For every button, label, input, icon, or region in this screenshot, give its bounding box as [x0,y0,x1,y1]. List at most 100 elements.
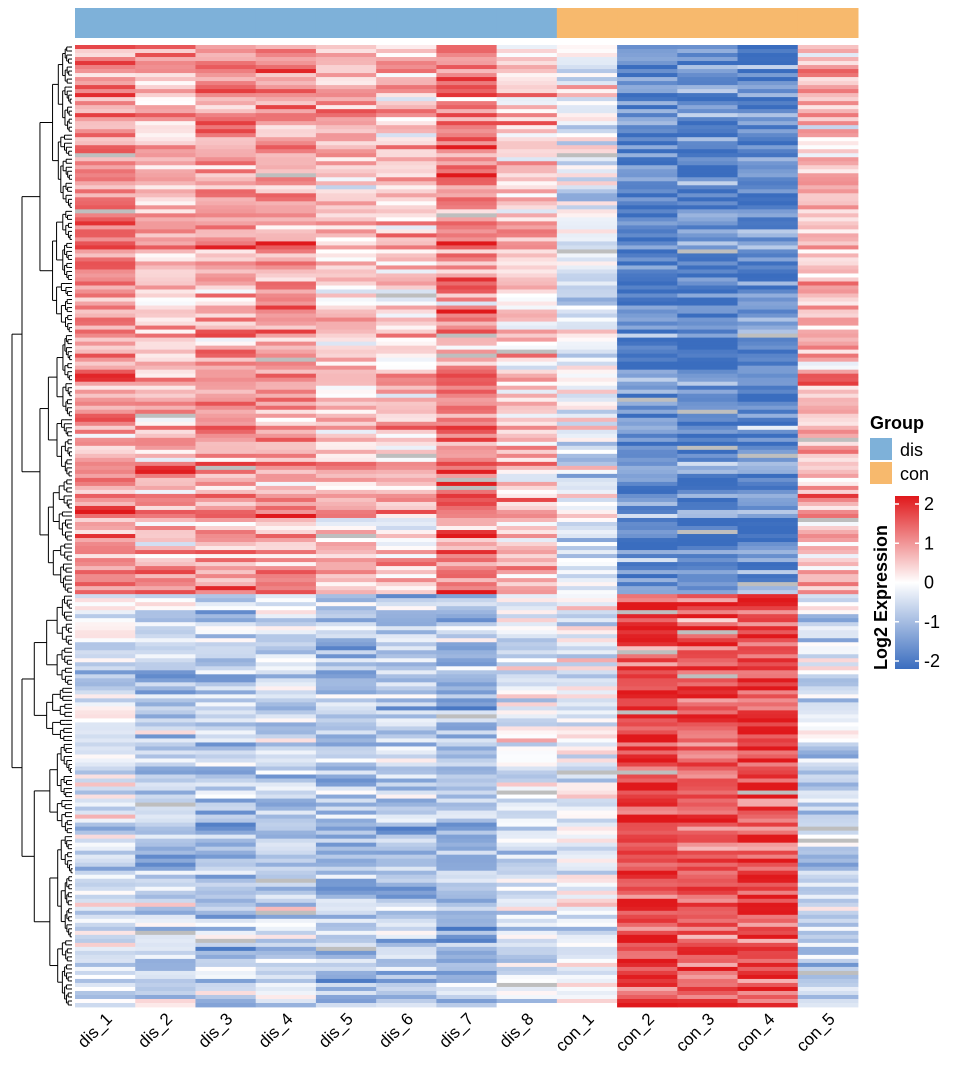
heatmap-cell [436,734,498,739]
heatmap-cell [376,481,437,487]
heatmap-cell [315,297,377,302]
heatmap-cell [376,602,437,607]
group-bar-con_2 [617,8,678,38]
heatmap-cell [496,337,558,343]
heatmap-cell [135,241,196,246]
heatmap-cell [737,562,799,567]
heatmap-cell [556,313,618,318]
heatmap-cell [255,874,317,880]
heatmap-cell [737,113,799,118]
heatmap-cell [556,397,618,403]
heatmap-cell [195,61,257,66]
heatmap-cell [436,718,498,723]
heatmap-cell [315,810,377,815]
heatmap-cell [195,610,257,615]
heatmap-cell [195,706,257,711]
heatmap-cell [737,550,799,555]
heatmap-cell [75,978,136,984]
heatmap-cell [376,586,437,591]
heatmap-cell [75,834,136,840]
heatmap-cell [255,313,317,318]
heatmap-cell [135,646,196,651]
heatmap-cell [135,237,196,242]
heatmap-cell [315,389,377,395]
heatmap-cell [797,209,859,214]
heatmap-cell [496,453,558,459]
heatmap-cell [315,806,377,811]
heatmap-cell [195,562,257,567]
heatmap-cell [376,113,437,118]
heatmap-cell [135,874,196,880]
heatmap-cell [737,790,799,795]
heatmap-cell [195,526,257,531]
heatmap-cell [436,990,498,996]
heatmap-cell [617,137,678,142]
heatmap-cell [195,477,257,483]
heatmap-cell [797,473,859,479]
heatmap-cell [556,233,618,238]
heatmap-cell [195,117,257,122]
heatmap-cell [436,149,498,154]
heatmap-cell [135,782,196,787]
heatmap-cell [496,714,558,719]
heatmap-cell [737,277,799,282]
heatmap-cell [75,273,136,278]
heatmap-cell [195,958,257,964]
heatmap-cell [135,550,196,555]
heatmap-cell [496,161,558,166]
heatmap-cell [195,121,257,126]
heatmap-cell [75,473,136,479]
heatmap-cell [556,634,618,639]
heatmap-cell [617,113,678,118]
heatmap-cell [556,433,618,439]
heatmap-cell [797,313,859,318]
heatmap-cell [315,946,377,952]
heatmap-cell [255,109,317,114]
heatmap-cell [255,449,317,455]
heatmap-cell [737,169,799,174]
heatmap-cell [135,694,196,699]
heatmap-cell [556,149,618,154]
heatmap-cell [617,986,678,992]
heatmap-cell [617,886,678,892]
heatmap-cell [315,273,377,278]
heatmap-cell [737,373,799,379]
heatmap-cell [255,962,317,968]
heatmap-cell [496,950,558,956]
heatmap-cell [75,225,136,230]
heatmap-cell [195,586,257,591]
heatmap-cell [556,542,618,547]
heatmap-cells [75,45,859,1008]
heatmap-cell [797,570,859,575]
heatmap-cell [496,45,558,50]
heatmap-cell [556,169,618,174]
heatmap-cell [617,337,678,343]
heatmap-cell [677,530,738,535]
heatmap-cell [376,117,437,122]
heatmap-cell [376,249,437,254]
heatmap-cell [797,914,859,920]
heatmap-cell [677,297,738,302]
heatmap-cell [75,958,136,964]
heatmap-cell [315,197,377,202]
heatmap-cell [677,109,738,114]
heatmap-cell [436,253,498,258]
heatmap-cell [135,846,196,852]
heatmap-cell [75,433,136,439]
heatmap-cell [496,117,558,122]
heatmap-cell [677,994,738,1000]
heatmap-cell [496,241,558,246]
heatmap-cell [556,173,618,178]
heatmap-cell [255,505,317,511]
heatmap-cell [195,145,257,150]
heatmap-cell [556,413,618,419]
heatmap-cell [677,457,738,463]
heatmap-cell [797,73,859,78]
heatmap-cell [677,425,738,431]
heatmap-cell [496,189,558,194]
heatmap-cell [135,610,196,615]
heatmap-cell [496,153,558,158]
heatmap-cell [75,746,136,751]
heatmap-cell [436,441,498,447]
heatmap-cell [135,814,196,820]
